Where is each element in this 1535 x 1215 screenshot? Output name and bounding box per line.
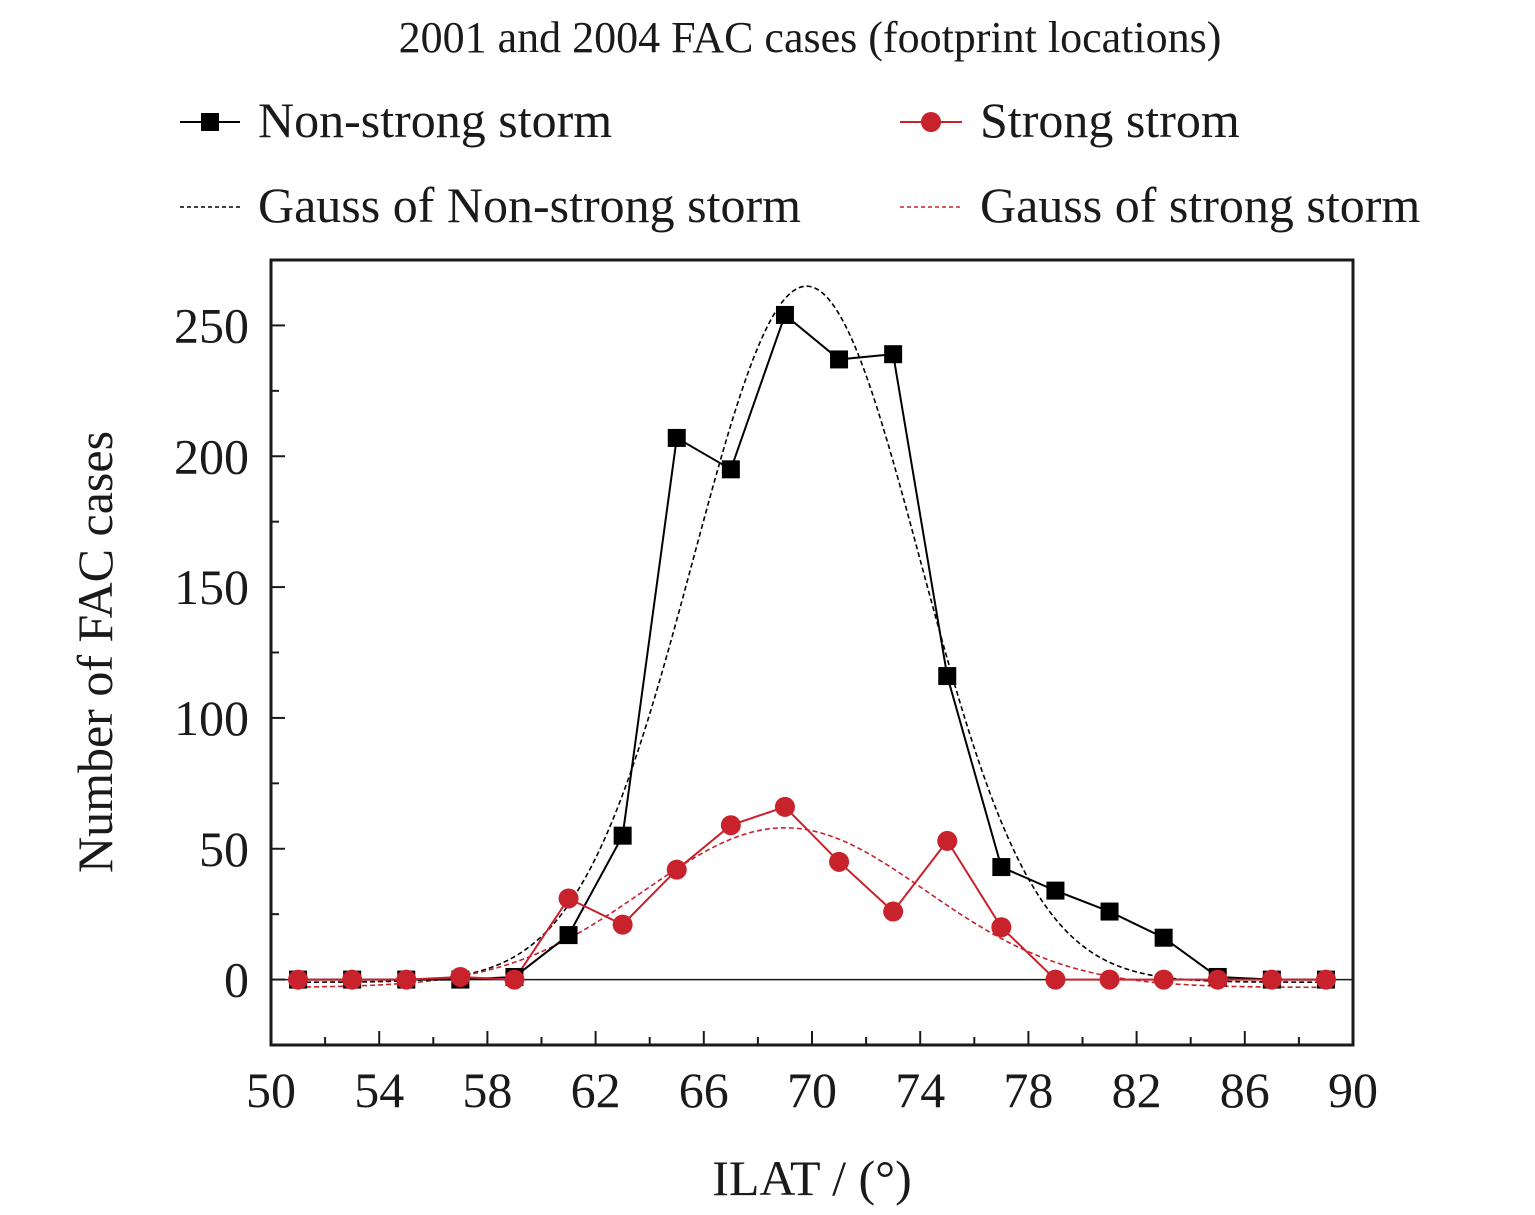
y-tick-label: 50 [199,821,249,877]
data-point-square [775,305,794,324]
x-tick-label: 62 [571,1062,621,1118]
data-point-circle [450,966,471,987]
gauss-curve-3 [298,827,1326,989]
data-point-circle [1045,969,1066,990]
data-point-circle [883,901,904,922]
x-tick-label: 74 [895,1062,945,1118]
x-tick-label: 58 [462,1062,512,1118]
data-markers [288,305,1336,990]
legend-item-non-strong-storm: Non-strong storm [180,92,612,148]
x-tick-label: 54 [354,1062,404,1118]
legend-label-non-strong-storm: Non-strong storm [258,92,612,148]
data-point-circle [342,969,363,990]
x-tick-label: 50 [246,1062,296,1118]
plot-area [271,285,1353,989]
data-point-circle [612,914,633,935]
legend-label-gauss-strong: Gauss of strong storm [980,177,1420,233]
y-tick-label: 150 [174,559,249,615]
data-point-circle [720,815,741,836]
gauss-curve-2 [298,285,1326,983]
data-point-square [559,926,578,945]
y-tick-label: 0 [224,952,249,1008]
x-tick-label: 66 [679,1062,729,1118]
chart-title: 2001 and 2004 FAC cases (footprint locat… [399,13,1222,62]
data-point-circle [1099,969,1120,990]
data-point-circle [504,969,525,990]
legend-item-strong-storm: Strong strom [900,92,1240,148]
legend-marker-circle [921,112,941,132]
data-point-square [1100,902,1119,921]
data-point-square [1154,928,1173,947]
y-tick-label: 100 [174,690,249,746]
y-tick-label: 250 [174,297,249,353]
data-point-square [884,345,903,364]
x-tick-label: 70 [787,1062,837,1118]
data-point-circle [666,859,687,880]
x-tick-label: 86 [1220,1062,1270,1118]
x-tick-label: 78 [1003,1062,1053,1118]
axis-ticks: 50 54 58 62 66 70 74 78 82 86 90 0 50 100 150 200 250 [174,297,1378,1118]
x-tick-label: 82 [1112,1062,1162,1118]
legend: Non-strong storm Strong strom Gauss of N… [180,92,1420,233]
data-point-circle [937,830,958,851]
series-line-1 [298,805,1326,981]
y-axis-label: Number of FAC cases [67,431,123,873]
data-point-circle [288,969,309,990]
data-point-circle [1261,969,1282,990]
data-point-square [721,460,740,479]
data-point-circle [1153,969,1174,990]
plot-frame [269,258,1355,1047]
data-point-circle [396,969,417,990]
series-line-0 [298,313,1326,981]
data-point-square [830,350,849,369]
data-point-circle [1315,969,1336,990]
legend-item-gauss-non-strong: Gauss of Non-strong storm [180,177,801,233]
data-point-square [667,428,686,447]
data-point-circle [829,851,850,872]
data-point-square [992,858,1011,877]
x-axis-label: ILAT / (°) [712,1150,912,1206]
data-point-circle [991,917,1012,938]
legend-item-gauss-strong: Gauss of strong storm [900,177,1420,233]
data-point-square [938,667,957,686]
legend-label-gauss-non-strong: Gauss of Non-strong storm [258,177,801,233]
y-tick-label: 200 [174,428,249,484]
legend-label-strong-storm: Strong strom [980,92,1240,148]
data-point-circle [558,888,579,909]
data-point-circle [1207,969,1228,990]
data-point-circle [774,796,795,817]
data-point-square [613,826,632,845]
x-tick-label: 90 [1328,1062,1378,1118]
data-point-square [1046,881,1065,900]
legend-marker-square [201,113,219,131]
